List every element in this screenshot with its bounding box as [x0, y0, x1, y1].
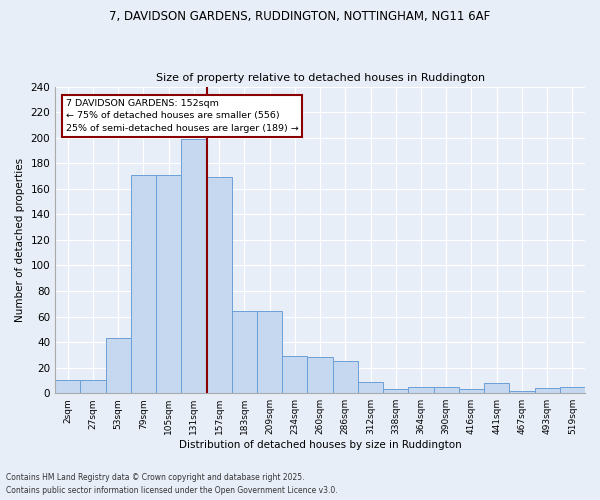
- Bar: [80, 380, 106, 393]
- Y-axis label: Number of detached properties: Number of detached properties: [15, 158, 25, 322]
- Bar: [156, 174, 181, 393]
- Bar: [535, 388, 560, 393]
- Bar: [358, 382, 383, 393]
- Bar: [383, 390, 409, 393]
- Bar: [257, 312, 282, 393]
- Text: 7, DAVIDSON GARDENS, RUDDINGTON, NOTTINGHAM, NG11 6AF: 7, DAVIDSON GARDENS, RUDDINGTON, NOTTING…: [109, 10, 491, 23]
- Bar: [434, 387, 459, 393]
- Bar: [55, 380, 80, 393]
- Text: 7 DAVIDSON GARDENS: 152sqm
← 75% of detached houses are smaller (556)
25% of sem: 7 DAVIDSON GARDENS: 152sqm ← 75% of deta…: [66, 99, 299, 133]
- Title: Size of property relative to detached houses in Ruddington: Size of property relative to detached ho…: [155, 73, 485, 83]
- Bar: [232, 312, 257, 393]
- Bar: [509, 390, 535, 393]
- Bar: [459, 390, 484, 393]
- Bar: [131, 174, 156, 393]
- Bar: [282, 356, 307, 393]
- X-axis label: Distribution of detached houses by size in Ruddington: Distribution of detached houses by size …: [179, 440, 461, 450]
- Bar: [106, 338, 131, 393]
- Bar: [560, 387, 585, 393]
- Bar: [332, 362, 358, 393]
- Bar: [484, 383, 509, 393]
- Text: Contains HM Land Registry data © Crown copyright and database right 2025.
Contai: Contains HM Land Registry data © Crown c…: [6, 474, 338, 495]
- Bar: [206, 178, 232, 393]
- Bar: [409, 387, 434, 393]
- Bar: [307, 358, 332, 393]
- Bar: [181, 139, 206, 393]
